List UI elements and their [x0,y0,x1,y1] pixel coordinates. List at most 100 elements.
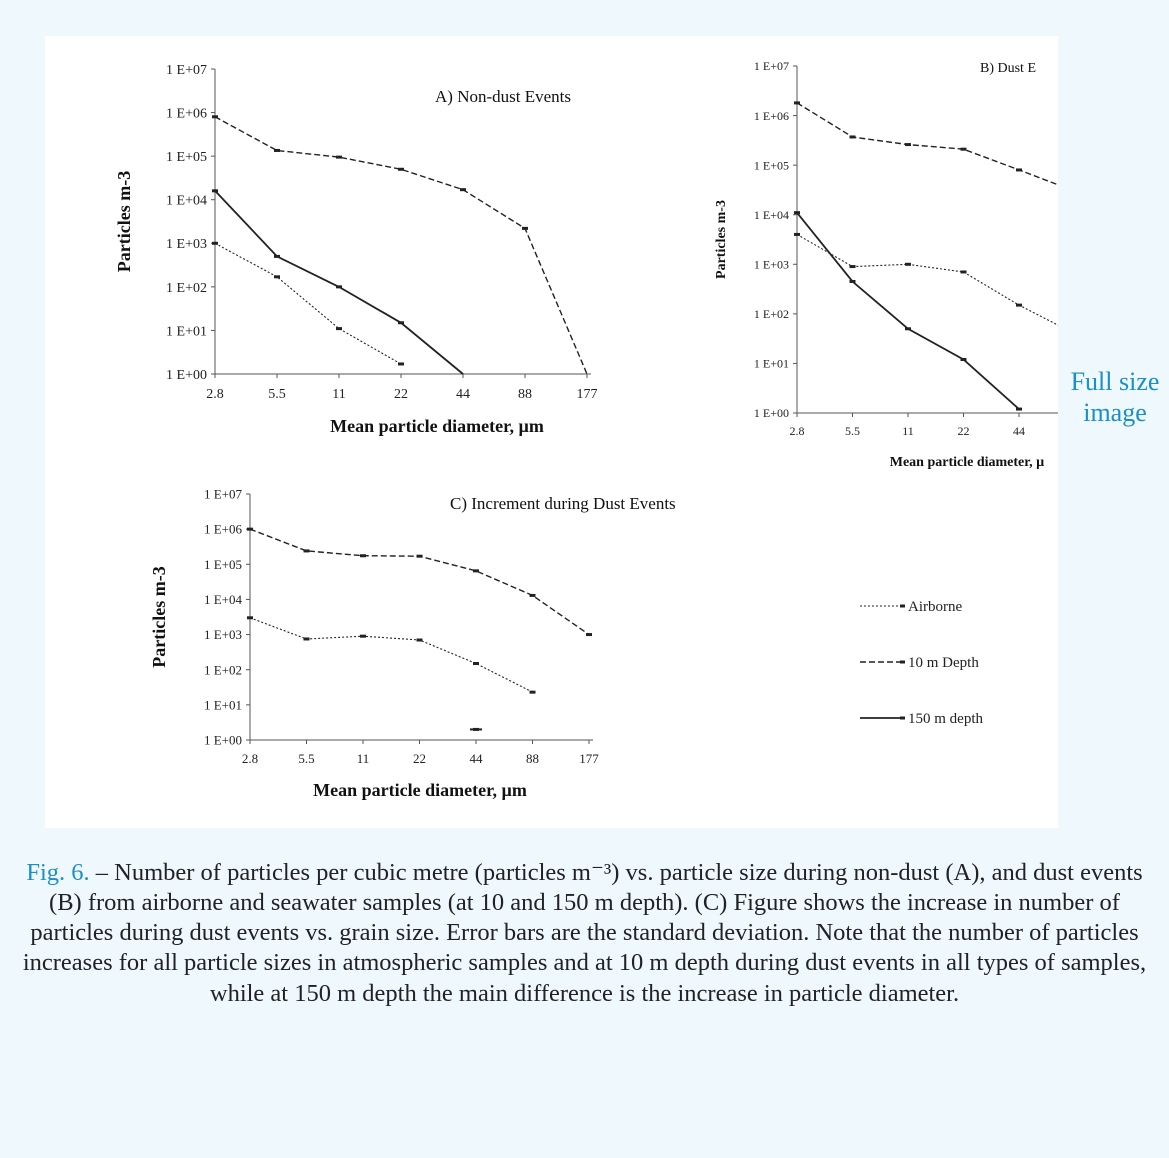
x-tick-label: 2.8 [790,424,805,438]
data-point [1016,168,1022,172]
chart-title: C) Increment during Dust Events [450,494,676,513]
data-point [398,362,404,366]
figure-label-link[interactable]: Fig. 6. [26,859,90,886]
x-tick-label: 22 [394,387,408,402]
legend-marker [900,660,905,664]
y-axis-label: Particles m-3 [714,200,729,279]
y-tick-label: 1 E+04 [166,194,207,209]
data-point [794,211,800,215]
x-axis-label: Mean particle diameter, µ [890,455,1045,470]
x-axis-label: Mean particle diameter, µm [313,780,527,800]
chart-title: B) Dust E [980,61,1036,76]
data-point [360,554,366,558]
y-tick-label: 1 E+04 [754,208,789,222]
y-tick-label: 1 E+06 [204,522,243,537]
x-tick-label: 2.8 [242,751,258,766]
series-line [214,190,464,375]
data-point [905,327,911,331]
data-point [586,633,592,637]
y-axis-label: Particles m-3 [149,566,169,667]
data-point [416,554,423,558]
legend-marker [900,604,905,608]
x-tick-label: 44 [1013,424,1025,438]
y-tick-label: 1 E+02 [166,281,207,296]
chart-panel-c: 1 E+00 1 E+01 1 E+02 1 E+03 1 E+04 1 E+05 1 E+… [149,487,676,800]
series-airborne [212,241,404,366]
y-tick-label: 1 E+03 [754,257,789,271]
data-point [336,155,342,159]
data-point [473,569,479,573]
data-point [398,167,404,171]
data-point [849,265,856,269]
x-tick-label: 5.5 [268,387,286,402]
data-point [522,226,528,230]
y-tick-label: 1 E+05 [754,158,789,172]
y-tick-label: 1 E+00 [166,368,207,383]
series-line [796,102,1058,186]
series-line [249,528,590,636]
data-point [212,115,218,119]
full-size-image-link[interactable]: Full size image [1070,367,1160,428]
y-tick-label: 1 E+06 [754,109,789,123]
x-tick-label: 11 [332,387,345,402]
chart-panel-a: 1 E+00 1 E+01 1 E+02 1 E+03 1 E+04 1 E+05 1 E+… [114,63,598,436]
legend-marker [900,716,905,720]
series-line [796,212,1020,410]
x-tick-label: 22 [413,751,426,766]
data-point [274,254,280,258]
y-tick-label: 1 E+07 [166,63,207,78]
data-point [529,690,536,694]
x-axis-label: Mean particle diameter, µm [330,416,544,436]
y-tick-label: 1 E+01 [166,324,207,339]
x-tick-label: 22 [958,424,970,438]
y-tick-label: 1 E+05 [166,150,207,165]
legend-label: 10 m Depth [908,655,979,671]
y-tick-label: 1 E+03 [204,627,242,642]
x-tick-label: 11 [357,751,370,766]
data-point [905,262,911,266]
data-point [960,270,967,274]
x-tick-label: 88 [526,751,539,766]
series-150-m-depth [470,727,482,731]
y-tick-label: 1 E+02 [754,307,789,321]
data-point [274,148,280,152]
y-tick-label: 1 E+05 [204,557,242,572]
data-point [247,527,253,531]
y-tick-label: 1 E+04 [204,592,243,607]
data-point [960,147,967,151]
data-point [336,285,342,289]
y-tick-label: 1 E+01 [204,697,242,712]
x-tick-label: 177 [579,751,599,766]
series-10-m-depth [794,101,1058,186]
x-tick-label: 2.8 [206,387,224,402]
x-tick-label: 44 [456,387,470,402]
figure-svg: 1 E+00 1 E+01 1 E+02 1 E+03 1 E+04 1 E+05 1 E+… [114,59,1058,800]
data-point [303,637,310,641]
data-point [460,188,466,192]
x-tick-label: 11 [902,424,914,438]
series-airborne [794,232,1058,326]
data-point [1016,303,1022,307]
data-point [1016,407,1022,411]
data-point [212,189,218,193]
y-tick-label: 1 E+06 [166,106,207,121]
figure-caption: Fig. 6. – Number of particles per cubic … [18,858,1151,1009]
data-point [849,135,856,139]
data-point [849,279,856,283]
data-point [960,358,967,362]
data-point [247,616,253,620]
y-tick-label: 1 E+00 [754,406,789,420]
y-tick-label: 1 E+02 [204,662,242,677]
data-point [274,275,280,279]
data-point [416,638,423,642]
y-tick-label: 1 E+01 [754,357,789,371]
y-tick-label: 1 E+03 [166,237,207,252]
data-point [398,321,404,325]
data-point [303,549,310,553]
x-tick-label: 177 [577,387,598,402]
caption-text: – Number of particles per cubic metre (p… [22,859,1147,1007]
y-tick-label: 1 E+00 [204,733,242,748]
series-10-m-depth [247,527,592,637]
series-line [214,242,402,365]
